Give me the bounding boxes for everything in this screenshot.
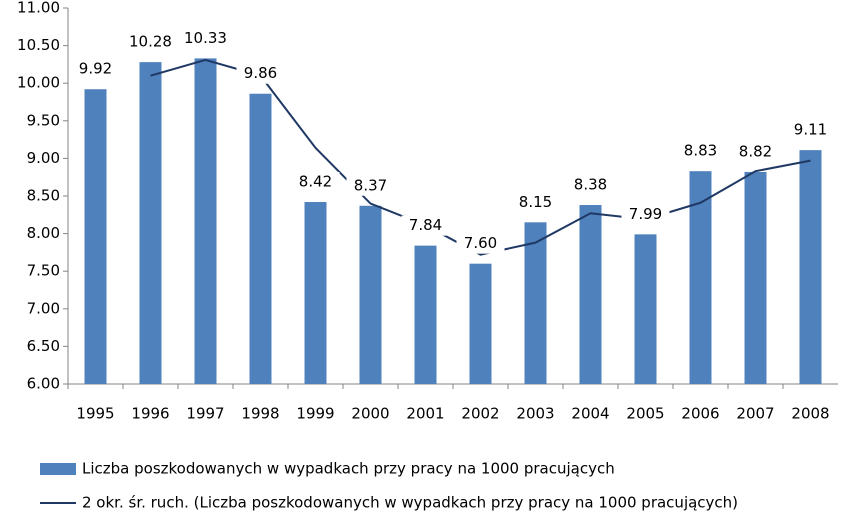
data-label: 7.60 bbox=[464, 234, 497, 252]
data-label-bg bbox=[621, 204, 670, 225]
x-tick-label: 2003 bbox=[516, 405, 554, 423]
x-tick-label: 2004 bbox=[571, 405, 609, 423]
data-label-bg bbox=[126, 32, 175, 53]
data-label: 8.38 bbox=[574, 176, 607, 194]
bar bbox=[414, 245, 437, 384]
data-label-bg bbox=[181, 28, 230, 49]
data-label: 8.82 bbox=[739, 142, 772, 160]
y-tick-label: 9.00 bbox=[27, 149, 60, 167]
data-label: 7.84 bbox=[409, 216, 442, 234]
y-tick-label: 10.50 bbox=[17, 36, 60, 54]
x-tick-label: 1998 bbox=[241, 405, 279, 423]
data-label-bg bbox=[71, 59, 120, 80]
bar bbox=[469, 263, 492, 384]
bar bbox=[139, 62, 162, 384]
y-tick-label: 9.50 bbox=[27, 111, 60, 129]
legend-label: Liczba poszkodowanych w wypadkach przy p… bbox=[82, 460, 615, 478]
data-label-bg bbox=[456, 233, 505, 254]
data-label: 9.11 bbox=[794, 121, 827, 139]
y-tick-label: 6.50 bbox=[27, 337, 60, 355]
legend-swatch bbox=[40, 463, 76, 475]
data-label-bg bbox=[566, 175, 615, 196]
data-label-bg bbox=[346, 175, 395, 196]
bar bbox=[744, 171, 767, 384]
data-label: 10.33 bbox=[184, 29, 227, 47]
x-tick-label: 1995 bbox=[76, 405, 114, 423]
data-label: 8.83 bbox=[684, 142, 717, 160]
x-tick-label: 1996 bbox=[131, 405, 169, 423]
data-label: 8.37 bbox=[354, 176, 387, 194]
data-label-bg bbox=[511, 192, 560, 213]
y-tick-label: 7.50 bbox=[27, 262, 60, 280]
data-label: 9.86 bbox=[244, 64, 277, 82]
data-label-bg bbox=[401, 215, 450, 236]
x-tick-label: 2000 bbox=[351, 405, 389, 423]
data-label-bg bbox=[236, 63, 285, 84]
data-label-bg bbox=[731, 141, 780, 162]
legend-label: 2 okr. śr. ruch. (Liczba poszkodowanych … bbox=[82, 494, 738, 512]
x-tick-label: 2001 bbox=[406, 405, 444, 423]
bar bbox=[359, 205, 382, 384]
y-tick-label: 8.00 bbox=[27, 224, 60, 242]
bar bbox=[304, 202, 327, 384]
y-tick-label: 8.50 bbox=[27, 187, 60, 205]
bar bbox=[799, 150, 822, 384]
y-tick-label: 6.00 bbox=[27, 375, 60, 393]
bar bbox=[524, 222, 547, 384]
data-label: 8.42 bbox=[299, 173, 332, 191]
x-tick-label: 2008 bbox=[791, 405, 829, 423]
bar bbox=[84, 89, 107, 384]
data-label: 10.28 bbox=[129, 33, 172, 51]
y-tick-label: 10.00 bbox=[17, 74, 60, 92]
bar bbox=[249, 93, 272, 384]
data-label-bg bbox=[291, 172, 340, 193]
data-label: 7.99 bbox=[629, 205, 662, 223]
data-label: 8.15 bbox=[519, 193, 552, 211]
bar bbox=[689, 171, 712, 384]
bar bbox=[579, 205, 602, 384]
x-tick-label: 2005 bbox=[626, 405, 664, 423]
y-tick-label: 7.00 bbox=[27, 299, 60, 317]
data-label: 9.92 bbox=[79, 60, 112, 78]
x-tick-label: 1999 bbox=[296, 405, 334, 423]
x-tick-label: 2006 bbox=[681, 405, 719, 423]
data-label-bg bbox=[676, 141, 725, 162]
x-tick-label: 2002 bbox=[461, 405, 499, 423]
x-tick-label: 1997 bbox=[186, 405, 224, 423]
data-label-bg bbox=[786, 120, 835, 141]
bar bbox=[634, 234, 657, 384]
bar bbox=[194, 58, 217, 384]
x-tick-label: 2007 bbox=[736, 405, 774, 423]
y-tick-label: 11.00 bbox=[17, 0, 60, 17]
